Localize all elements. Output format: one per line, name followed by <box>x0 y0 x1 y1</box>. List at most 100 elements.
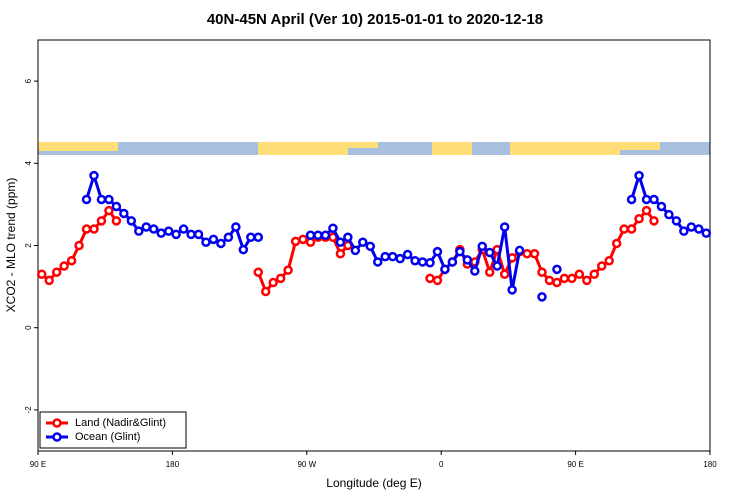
point <box>313 230 323 240</box>
point <box>111 201 122 212</box>
legend-marker <box>52 432 62 442</box>
point <box>701 228 712 238</box>
point <box>320 230 331 240</box>
x-tick-label: 0 <box>439 460 444 469</box>
point <box>36 269 47 280</box>
point <box>470 266 480 276</box>
point <box>425 258 435 268</box>
point <box>626 224 637 234</box>
point <box>141 222 152 232</box>
point <box>305 230 316 240</box>
point <box>492 261 502 271</box>
legend-label: Land (Nadir&Glint) <box>75 417 166 429</box>
point <box>582 275 592 286</box>
point <box>216 238 226 249</box>
point <box>81 194 92 205</box>
point <box>290 236 301 247</box>
point <box>694 224 704 234</box>
point <box>171 229 181 240</box>
point <box>268 277 278 288</box>
point <box>567 273 577 284</box>
point <box>335 237 346 247</box>
point <box>372 257 383 267</box>
point <box>499 269 510 280</box>
point <box>507 285 517 295</box>
point <box>484 247 495 258</box>
point <box>260 286 271 297</box>
point <box>596 261 607 271</box>
point <box>574 269 585 280</box>
point <box>417 257 428 267</box>
x-tick-label: 90 W <box>297 460 316 469</box>
point <box>350 245 361 256</box>
point <box>193 229 204 240</box>
legend-marker <box>52 418 62 428</box>
point <box>522 248 532 259</box>
point <box>66 255 77 266</box>
y-tick-label: 6 <box>24 78 33 83</box>
point <box>432 246 443 257</box>
y-tick-label: 0 <box>24 325 33 330</box>
point <box>626 194 637 205</box>
point <box>238 244 249 255</box>
point <box>223 232 234 243</box>
point <box>163 226 174 236</box>
point <box>104 205 114 216</box>
legend-label: Ocean (Glint) <box>75 431 140 443</box>
point <box>126 216 137 226</box>
point <box>96 194 107 205</box>
point <box>484 267 495 277</box>
point <box>186 229 196 240</box>
x-axis-label: Longitude (deg E) <box>326 476 421 490</box>
point <box>641 194 652 205</box>
point <box>641 205 652 216</box>
point <box>253 267 264 277</box>
point <box>51 267 62 277</box>
point <box>589 269 600 280</box>
point <box>440 264 450 275</box>
point <box>559 273 570 284</box>
point <box>134 226 144 236</box>
y-tick-label: 4 <box>24 161 33 166</box>
point <box>671 216 682 226</box>
point <box>201 237 211 247</box>
point <box>74 240 84 251</box>
x-tick-label: 90 E <box>30 460 46 469</box>
point <box>358 237 368 247</box>
point <box>529 248 540 259</box>
point <box>253 232 264 243</box>
point <box>679 226 689 236</box>
point <box>44 275 54 286</box>
point <box>96 216 107 226</box>
point <box>89 170 99 181</box>
point <box>246 232 256 243</box>
point <box>477 241 488 252</box>
point <box>499 222 510 232</box>
chart-title: 40N-45N April (Ver 10) 2015-01-01 to 202… <box>207 11 543 28</box>
point <box>656 201 667 212</box>
point <box>387 251 398 262</box>
point <box>410 255 420 266</box>
point <box>395 253 405 264</box>
point <box>619 224 629 234</box>
point <box>119 208 129 219</box>
point <box>208 234 219 245</box>
point <box>380 251 390 262</box>
point <box>231 222 241 232</box>
point <box>148 224 159 234</box>
point <box>81 224 92 234</box>
point <box>365 241 376 252</box>
point <box>604 255 614 266</box>
point <box>634 214 644 224</box>
point <box>343 232 353 243</box>
point <box>455 246 465 257</box>
y-tick-label: -2 <box>24 406 33 414</box>
point <box>552 277 562 288</box>
y-axis-label: XCO2 - MLO trend (ppm) <box>4 178 18 313</box>
point <box>447 257 458 267</box>
point <box>514 245 525 256</box>
point <box>664 209 674 220</box>
point <box>649 194 659 205</box>
point <box>328 223 338 233</box>
